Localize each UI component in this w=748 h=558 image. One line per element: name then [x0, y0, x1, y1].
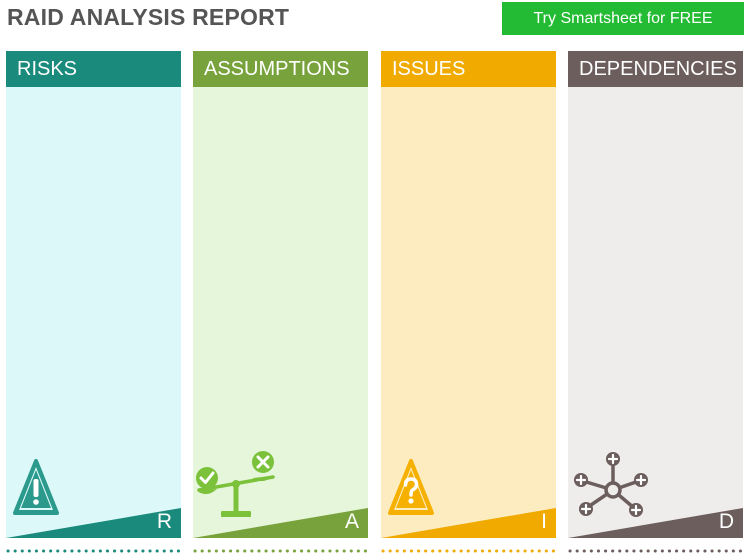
issues-letter: I [541, 510, 547, 533]
dependencies-title: DEPENDENCIES [579, 57, 737, 80]
try-smartsheet-button[interactable]: Try Smartsheet for FREE [502, 2, 744, 35]
dependencies-column: DEPENDENCIES [568, 51, 743, 538]
issues-body[interactable]: I [381, 87, 556, 538]
assumptions-body[interactable]: A [193, 87, 368, 538]
assumptions-letter: A [344, 510, 359, 533]
dependencies-letter: D [718, 510, 734, 533]
risks-header: RISKS [6, 51, 181, 87]
warning-triangle-icon [13, 459, 59, 515]
page-title: RAID ANALYSIS REPORT [7, 4, 290, 30]
assumptions-dotted-rule [193, 549, 368, 553]
risks-body[interactable]: R [6, 87, 181, 538]
question-triangle-icon [388, 459, 434, 515]
issues-wedge [381, 508, 556, 538]
issues-dotted-rule [381, 549, 556, 553]
risks-dotted-rule [6, 549, 181, 553]
risks-column: RISKS R [6, 51, 181, 538]
assumptions-header: ASSUMPTIONS [193, 51, 368, 87]
network-hub-icon [574, 452, 648, 517]
dependencies-header: DEPENDENCIES [568, 51, 743, 87]
risks-letter: R [156, 510, 172, 533]
dependencies-dotted-rule [568, 549, 743, 553]
dependencies-body[interactable]: D [568, 87, 743, 538]
dependencies-wedge [568, 508, 743, 538]
assumptions-wedge [193, 508, 368, 538]
issues-column: ISSUES I [381, 51, 556, 538]
assumptions-title: ASSUMPTIONS [204, 57, 350, 80]
risks-wedge [6, 508, 181, 538]
issues-title: ISSUES [392, 57, 466, 80]
balance-scale-icon [196, 451, 275, 517]
risks-title: RISKS [17, 57, 78, 80]
issues-header: ISSUES [381, 51, 556, 87]
assumptions-column: ASSUMPTIONS A [193, 51, 368, 538]
